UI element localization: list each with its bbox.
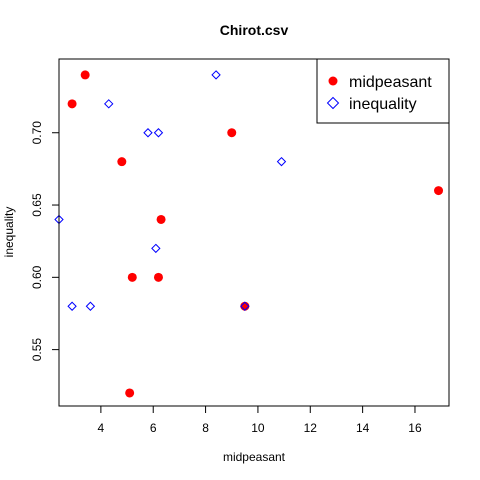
midpeasant-point: [67, 99, 77, 109]
inequality-point: [151, 243, 161, 254]
x-tick-label: 4: [98, 421, 105, 435]
midpeasant-point: [434, 186, 444, 196]
midpeasant-point: [127, 272, 137, 282]
x-tick-label: 10: [251, 421, 265, 435]
axis-ticks: 4 6 8 10 12 14 16 0.55 0.60 0.65 0.70: [30, 121, 422, 435]
midpeasant-point: [156, 214, 166, 224]
x-tick-label: 8: [202, 421, 209, 435]
data-points: [54, 70, 444, 398]
x-tick-label: 16: [408, 421, 422, 435]
legend-label: midpeasant: [349, 74, 432, 91]
midpeasant-point: [240, 301, 250, 311]
y-tick-label: 0.60: [30, 265, 44, 289]
inequality-point: [211, 70, 221, 80]
midpeasant-point: [227, 128, 237, 138]
midpeasant-point: [80, 70, 90, 80]
plot-frame: [58, 58, 450, 407]
legend-box: [316, 58, 450, 124]
inequality-point: [143, 128, 153, 138]
legend-label: inequality: [349, 96, 417, 113]
midpeasant-point: [117, 157, 127, 167]
inequality-point: [67, 301, 77, 311]
y-axis-label: inequality: [2, 207, 16, 258]
legend: midpeasant inequality: [316, 58, 450, 124]
y-tick-label: 0.55: [30, 338, 44, 362]
x-tick-label: 12: [304, 421, 318, 435]
midpeasant-point: [153, 272, 163, 282]
x-tick-label: 6: [150, 421, 157, 435]
y-tick-label: 0.70: [30, 121, 44, 145]
inequality-point: [85, 301, 96, 311]
x-tick-label: 14: [356, 421, 370, 435]
inequality-point: [153, 128, 164, 138]
inequality-point: [240, 301, 250, 311]
y-tick-label: 0.65: [30, 193, 44, 217]
legend-blue-diamond-icon: [326, 96, 340, 110]
legend-red-dot-icon: [328, 76, 338, 86]
inequality-point: [104, 99, 114, 109]
chart-title: Chirot.csv: [220, 22, 289, 38]
x-axis-label: midpeasant: [223, 450, 286, 464]
midpeasant-point: [125, 388, 135, 398]
inequality-point: [276, 156, 287, 167]
